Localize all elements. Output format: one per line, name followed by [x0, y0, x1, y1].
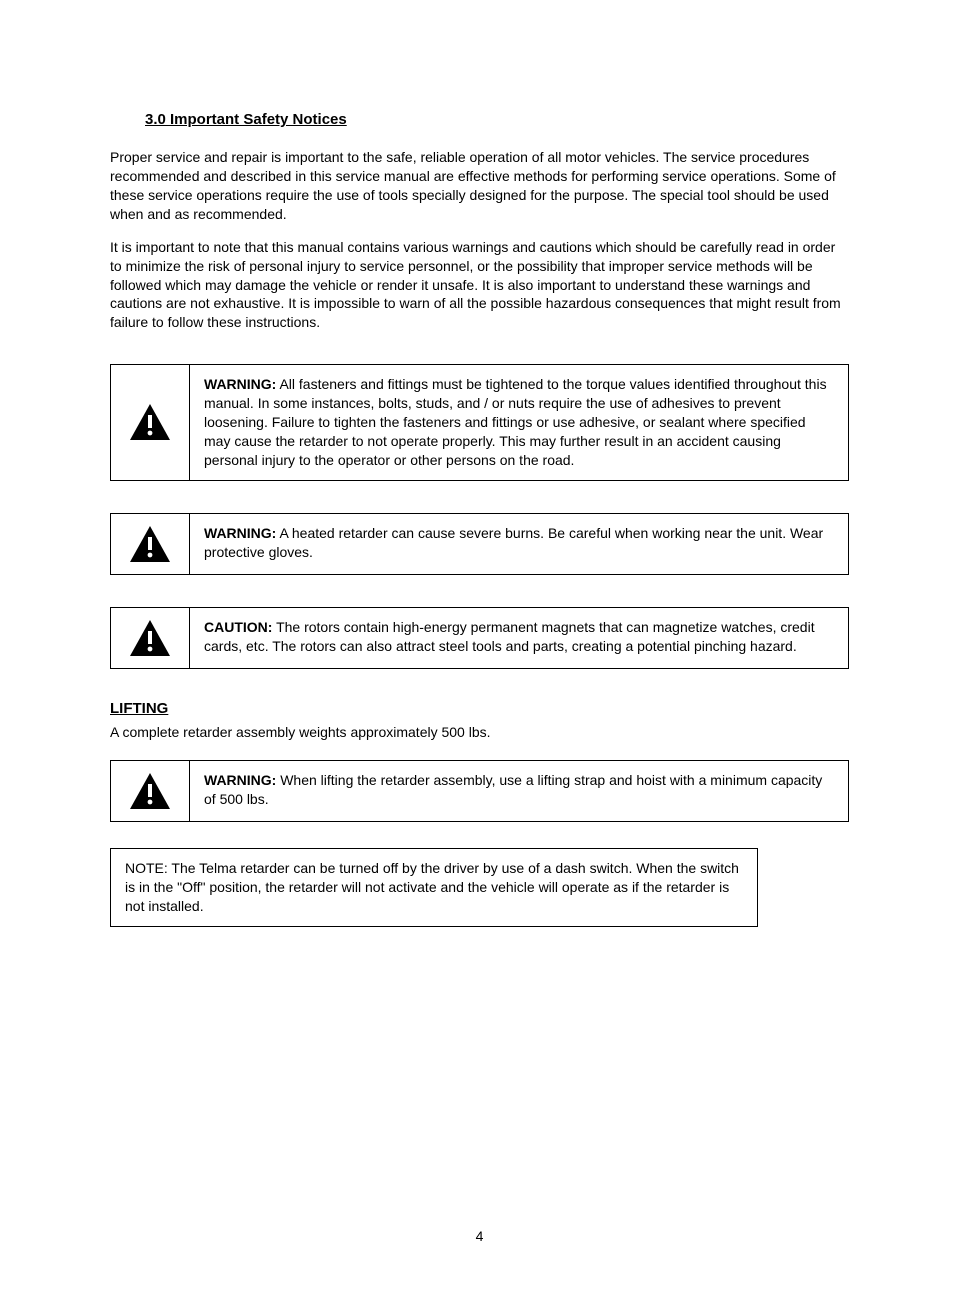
alert-icon-cell — [111, 514, 190, 574]
warning-triangle-icon — [128, 771, 172, 811]
alert-box-lifting-warning: WARNING: When lifting the retarder assem… — [110, 760, 849, 822]
note-box: NOTE: The Telma retarder can be turned o… — [110, 848, 758, 927]
alert-box-warning-2: WARNING: A heated retarder can cause sev… — [110, 513, 849, 575]
alert-box-caution: CAUTION: The rotors contain high-energy … — [110, 607, 849, 669]
page-container: 3.0 Important Safety Notices Proper serv… — [0, 0, 954, 1305]
warning-triangle-icon — [128, 524, 172, 564]
alert-icon-cell — [111, 608, 190, 668]
alert-title: CAUTION: — [204, 619, 272, 635]
alert-body-text: A heated retarder can cause severe burns… — [204, 525, 823, 560]
alert-text-cell: WARNING: All fasteners and fittings must… — [190, 365, 848, 479]
lifting-heading: LIFTING — [110, 699, 849, 719]
lifting-body-text: A complete retarder assembly weights app… — [110, 723, 849, 742]
alert-body-text: All fasteners and fittings must be tight… — [204, 376, 827, 468]
warning-triangle-icon — [128, 402, 172, 442]
alert-title: WARNING: — [204, 376, 276, 392]
alert-box-warning-1: WARNING: All fasteners and fittings must… — [110, 364, 849, 480]
alert-icon-cell — [111, 761, 190, 821]
alert-icon-cell — [111, 365, 190, 479]
alert-title: WARNING: — [204, 772, 276, 788]
alert-body-text: When lifting the retarder assembly, use … — [204, 772, 822, 807]
alert-body-text: The rotors contain high-energy permanent… — [204, 619, 815, 654]
alert-text-cell: WARNING: When lifting the retarder assem… — [190, 761, 848, 821]
alert-text-cell: CAUTION: The rotors contain high-energy … — [190, 608, 848, 668]
alert-title: WARNING: — [204, 525, 276, 541]
alert-text-cell: WARNING: A heated retarder can cause sev… — [190, 514, 848, 574]
page-number: 4 — [110, 1227, 849, 1246]
section-heading: 3.0 Important Safety Notices — [145, 110, 849, 130]
intro-paragraph-2: It is important to note that this manual… — [110, 238, 849, 332]
intro-paragraph-1: Proper service and repair is important t… — [110, 148, 849, 224]
warning-triangle-icon — [128, 618, 172, 658]
